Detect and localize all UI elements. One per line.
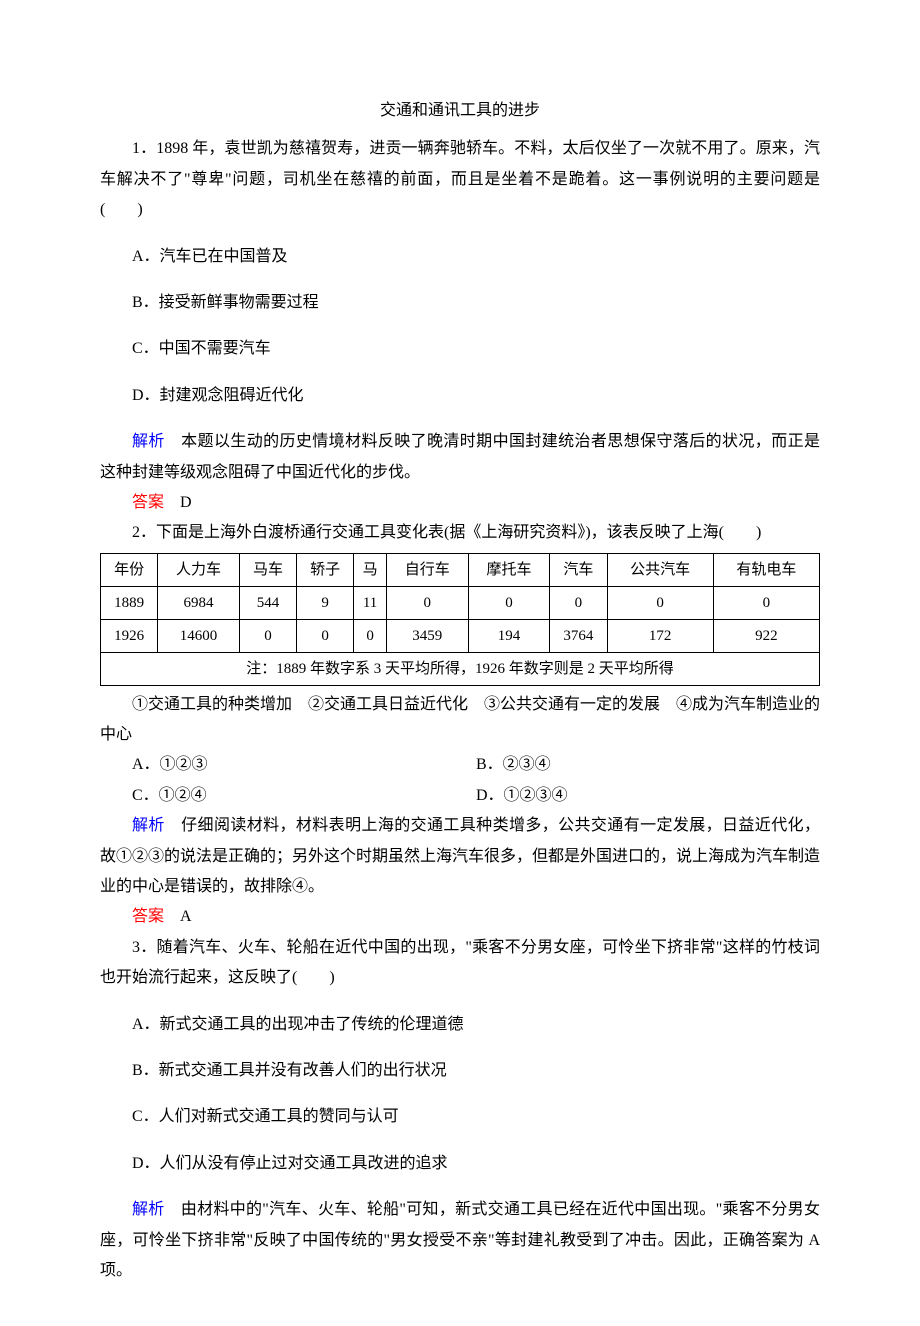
q3-option-b: B．新式交通工具并没有改善人们的出行状况 <box>132 1056 820 1086</box>
q2-option-b: B．②③④ <box>476 750 820 780</box>
q1-stem: 1．1898 年，袁世凯为慈禧贺寿，进贡一辆奔驰轿车。不料，太后仅坐了一次就不用… <box>100 134 820 225</box>
table-note: 注：1889 年数字系 3 天平均所得，1926 年数字则是 2 天平均所得 <box>101 652 820 685</box>
q2-answer-text: A <box>164 908 192 925</box>
th-sedan: 轿子 <box>297 553 354 586</box>
q2-option-c: C．①②④ <box>132 781 476 811</box>
q1-option-b: B．接受新鲜事物需要过程 <box>132 288 820 318</box>
analysis-label: 解析 <box>132 1201 165 1218</box>
q2-analysis-text: 仔细阅读材料，材料表明上海的交通工具种类增多，公共交通有一定发展，日益近代化，故… <box>100 817 820 895</box>
cell: 172 <box>607 619 713 652</box>
q1-analysis: 解析 本题以生动的历史情境材料反映了晚清时期中国封建统治者思想保守落后的状况，而… <box>100 427 820 488</box>
cell: 0 <box>607 586 713 619</box>
cell: 1926 <box>101 619 158 652</box>
cell: 6984 <box>158 586 240 619</box>
answer-label: 答案 <box>132 494 164 511</box>
cell: 922 <box>713 619 819 652</box>
table-row: 1889 6984 544 9 11 0 0 0 0 0 <box>101 586 820 619</box>
q3-option-d: D．人们从没有停止过对交通工具改进的追求 <box>132 1149 820 1179</box>
q1-answer: 答案 D <box>100 488 820 518</box>
q2-choices-text: ①交通工具的种类增加 ②交通工具日益近代化 ③公共交通有一定的发展 ④成为汽车制… <box>100 690 820 751</box>
q2-stem: 2．下面是上海外白渡桥通行交通工具变化表(据《上海研究资料》)，该表反映了上海(… <box>100 518 820 548</box>
cell: 11 <box>354 586 387 619</box>
table-row: 1926 14600 0 0 0 3459 194 3764 172 922 <box>101 619 820 652</box>
cell: 3459 <box>386 619 468 652</box>
page-title: 交通和通讯工具的进步 <box>100 96 820 126</box>
cell: 14600 <box>158 619 240 652</box>
q3-option-a: A．新式交通工具的出现冲击了传统的伦理道德 <box>132 1010 820 1040</box>
th-car: 汽车 <box>550 553 607 586</box>
th-carriage: 马车 <box>239 553 296 586</box>
cell: 544 <box>239 586 296 619</box>
q1-option-c: C．中国不需要汽车 <box>132 334 820 364</box>
cell: 0 <box>550 586 607 619</box>
cell: 0 <box>239 619 296 652</box>
document-page: 交通和通讯工具的进步 1．1898 年，袁世凯为慈禧贺寿，进贡一辆奔驰轿车。不料… <box>0 0 920 1326</box>
cell: 3764 <box>550 619 607 652</box>
th-year: 年份 <box>101 553 158 586</box>
q3-stem: 3．随着汽车、火车、轮船在近代中国的出现，"乘客不分男女座，可怜坐下挤非常"这样… <box>100 933 820 994</box>
q2-analysis: 解析 仔细阅读材料，材料表明上海的交通工具种类增多，公共交通有一定发展，日益近代… <box>100 811 820 902</box>
cell: 9 <box>297 586 354 619</box>
analysis-label: 解析 <box>132 433 165 450</box>
q2-answer: 答案 A <box>100 902 820 932</box>
q1-option-a: A．汽车已在中国普及 <box>132 242 820 272</box>
q3-analysis-text: 由材料中的"汽车、火车、轮船"可知，新式交通工具已经在近代中国出现。"乘客不分男… <box>100 1201 820 1279</box>
cell: 0 <box>713 586 819 619</box>
th-motorcycle: 摩托车 <box>468 553 550 586</box>
cell: 0 <box>297 619 354 652</box>
q2-options-row1: A．①②③ B．②③④ <box>132 750 820 780</box>
th-bus: 公共汽车 <box>607 553 713 586</box>
q3-option-c: C．人们对新式交通工具的赞同与认可 <box>132 1102 820 1132</box>
analysis-label: 解析 <box>132 817 165 834</box>
q3-analysis: 解析 由材料中的"汽车、火车、轮船"可知，新式交通工具已经在近代中国出现。"乘客… <box>100 1195 820 1286</box>
table-note-row: 注：1889 年数字系 3 天平均所得，1926 年数字则是 2 天平均所得 <box>101 652 820 685</box>
q2-option-a: A．①②③ <box>132 750 476 780</box>
table-header-row: 年份 人力车 马车 轿子 马 自行车 摩托车 汽车 公共汽车 有轨电车 <box>101 553 820 586</box>
answer-label: 答案 <box>132 908 164 925</box>
th-horse: 马 <box>354 553 387 586</box>
cell: 194 <box>468 619 550 652</box>
q2-option-d: D．①②③④ <box>476 781 820 811</box>
cell: 0 <box>354 619 387 652</box>
th-bicycle: 自行车 <box>386 553 468 586</box>
q1-option-d: D．封建观念阻碍近代化 <box>132 381 820 411</box>
cell: 1889 <box>101 586 158 619</box>
q2-table: 年份 人力车 马车 轿子 马 自行车 摩托车 汽车 公共汽车 有轨电车 1889… <box>100 553 820 686</box>
cell: 0 <box>468 586 550 619</box>
th-tram: 有轨电车 <box>713 553 819 586</box>
q2-options-row2: C．①②④ D．①②③④ <box>132 781 820 811</box>
th-rickshaw: 人力车 <box>158 553 240 586</box>
q1-analysis-text: 本题以生动的历史情境材料反映了晚清时期中国封建统治者思想保守落后的状况，而正是这… <box>100 433 820 480</box>
q1-answer-text: D <box>164 494 192 511</box>
cell: 0 <box>386 586 468 619</box>
